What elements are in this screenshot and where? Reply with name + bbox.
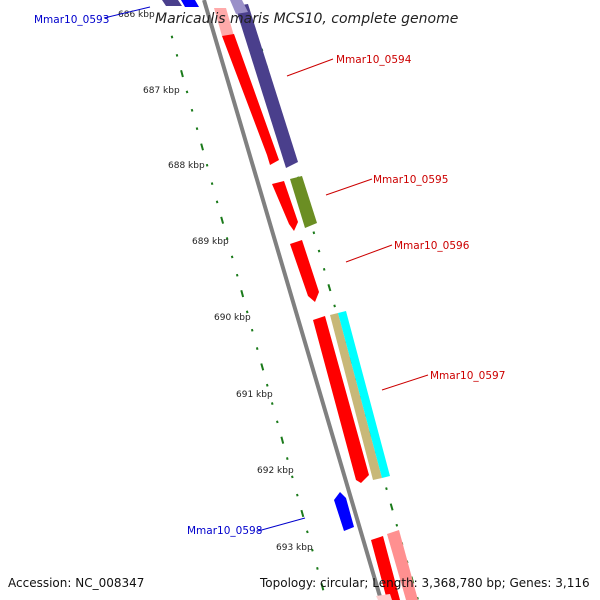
feature-block-0597-cyan[interactable] xyxy=(338,311,390,478)
track-major-tick xyxy=(327,284,332,292)
gene-label-0595[interactable]: Mmar10_0595 xyxy=(373,174,448,186)
ruler-minor-dot xyxy=(235,273,239,277)
track-minor-dot xyxy=(385,487,388,491)
ruler-minor-dot xyxy=(255,347,259,350)
topology-summary-text: Topology: circular; Length: 3,368,780 bp… xyxy=(259,576,590,590)
track-minor-dot xyxy=(322,267,326,271)
ruler-major-tick xyxy=(200,143,204,151)
cds-0596[interactable] xyxy=(290,240,319,302)
tick-label-693: 693 kbp xyxy=(276,543,313,553)
gene-features xyxy=(162,0,418,600)
tick-label-690: 690 kbp xyxy=(214,313,251,323)
genome-title: Maricaulis maris MCS10, complete genome xyxy=(155,11,458,27)
track-minor-dot xyxy=(317,249,321,253)
feature-block-bottom-shade xyxy=(376,594,392,600)
ruler-minor-dot xyxy=(195,127,199,131)
track-minor-dot xyxy=(333,304,336,308)
ruler-minor-dot xyxy=(250,328,254,332)
feature-block-0593-blue[interactable] xyxy=(181,0,199,7)
ruler-minor-dot xyxy=(311,548,314,552)
tick-label-689: 689 kbp xyxy=(192,237,229,247)
gene-callout-lines xyxy=(103,6,429,532)
ruler-minor-dot xyxy=(190,108,194,112)
ruler-major-tick xyxy=(240,289,245,298)
ruler-minor-dot xyxy=(215,200,219,204)
ruler-major-tick xyxy=(320,583,325,591)
feature-block-0595-olive[interactable] xyxy=(290,176,317,228)
ruler-minor-dot xyxy=(291,475,294,479)
gene-label-0593[interactable]: Mmar10_0593 xyxy=(34,14,109,26)
ruler-minor-dot xyxy=(225,237,229,241)
gene-label-0598[interactable]: Mmar10_0598 xyxy=(187,525,262,537)
cds-0598[interactable] xyxy=(334,492,354,531)
gene-label-0594[interactable]: Mmar10_0594 xyxy=(336,54,412,66)
tick-label-686: 686 kbp xyxy=(118,10,155,20)
ruler-minor-dot xyxy=(270,402,274,405)
callout-line-0596 xyxy=(345,244,393,263)
feature-block-0594-dark[interactable] xyxy=(235,4,298,168)
gene-label-0597[interactable]: Mmar10_0597 xyxy=(430,370,505,382)
ruler-major-tick xyxy=(180,70,184,78)
gene-label-0596[interactable]: Mmar10_0596 xyxy=(394,240,470,252)
callout-line-0595 xyxy=(325,178,373,196)
feature-block-0594-light[interactable] xyxy=(214,8,234,36)
callout-line-0594 xyxy=(286,58,334,77)
callout-line-0593 xyxy=(103,6,151,19)
track-major-tick xyxy=(389,503,394,511)
ruler-minor-dot xyxy=(245,310,249,314)
feature-block-bottom-light[interactable] xyxy=(387,530,418,600)
ruler-minor-dot xyxy=(286,457,289,460)
gene-labels: Mmar10_0593 Mmar10_0594 Mmar10_0595 Mmar… xyxy=(34,14,505,537)
tick-label-692: 692 kbp xyxy=(257,466,294,476)
ruler-minor-dot xyxy=(296,493,299,497)
feature-block-0593-dark[interactable] xyxy=(162,0,182,6)
tick-label-688: 688 kbp xyxy=(168,161,205,171)
feature-block-0594-shade[interactable] xyxy=(230,0,248,14)
cds-0595[interactable] xyxy=(272,181,298,231)
backbone-line xyxy=(202,0,383,600)
ruler-minor-dot xyxy=(210,182,214,186)
tick-label-687: 687 kbp xyxy=(143,86,180,96)
ruler-major-tick xyxy=(220,216,225,224)
ruler-minor-dot xyxy=(316,567,319,570)
ruler-minor-dot xyxy=(230,255,234,259)
ruler-minor-dot xyxy=(205,163,209,167)
cds-0594[interactable] xyxy=(222,34,279,165)
accession-text: Accession: NC_008347 xyxy=(8,576,144,590)
cds-bottom-next[interactable] xyxy=(371,536,400,600)
feature-block-0597-tan[interactable] xyxy=(330,313,382,480)
ruler-minor-dot xyxy=(170,35,174,39)
ruler-minor-dot xyxy=(175,53,179,57)
genome-backbone xyxy=(199,0,386,600)
ruler-minor-dot xyxy=(185,90,189,94)
callout-line-0597 xyxy=(381,374,429,391)
tick-label-691: 691 kbp xyxy=(236,390,273,400)
ruler-minor-dot xyxy=(306,530,309,534)
cds-0597[interactable] xyxy=(313,316,369,483)
track-minor-dot xyxy=(312,231,316,235)
callout-line-0598 xyxy=(257,517,306,532)
kbp-tick-labels: 686 kbp 687 kbp 688 kbp 689 kbp 690 kbp … xyxy=(118,10,313,553)
track-minor-dot xyxy=(395,523,399,527)
ruler-minor-dot xyxy=(265,383,269,387)
ruler-major-tick xyxy=(280,436,285,444)
ruler-major-tick xyxy=(300,509,305,518)
ruler-minor-dot xyxy=(276,420,279,424)
ruler-major-tick xyxy=(260,363,265,371)
